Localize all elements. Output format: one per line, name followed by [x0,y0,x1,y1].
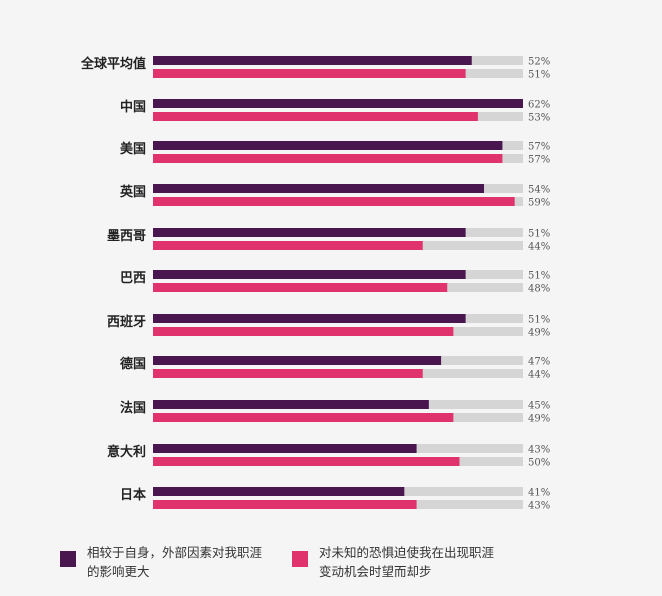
value-label: 43% [528,445,550,456]
value-label: 57% [528,155,550,166]
bar-series-2 [153,112,478,121]
bar-series-1 [153,141,503,150]
value-label: 47% [528,357,550,368]
value-label: 48% [528,284,550,295]
category-label: 巴西 [120,271,146,286]
value-label: 50% [528,458,550,469]
value-label: 51% [528,70,550,81]
category-label: 日本 [120,487,146,503]
category-label: 英国 [119,184,146,200]
bar-series-2 [153,369,423,378]
bar-series-1 [153,444,417,453]
bar-series-2 [153,69,466,78]
legend-swatch-external-factors [60,551,76,567]
bar-series-2 [153,500,417,509]
bar-series-1 [153,356,442,365]
value-label: 44% [528,370,550,381]
bar-series-2 [153,154,503,163]
bar-series-1 [153,270,466,279]
value-label: 49% [528,328,550,339]
bar-series-1 [153,400,429,409]
bar-series-1 [153,184,485,193]
bar-chart-svg: 全球平均值 52% 51% 中国 62% 53% 美国 57% 57% 英国 54% 59% 墨西哥 51… [80,56,550,512]
bar-series-1 [153,56,472,65]
bar-series-2 [153,327,454,336]
bar-series-1 [153,99,523,108]
bar-series-1 [153,487,405,496]
bar-series-2 [153,241,423,250]
category-label: 全球平均值 [80,56,146,72]
value-label: 53% [528,113,550,124]
value-label: 45% [528,401,550,412]
value-label: 51% [528,271,550,282]
value-label: 49% [528,414,550,425]
value-label: 51% [528,229,550,240]
category-label: 中国 [120,99,146,115]
category-label: 西班牙 [107,314,146,330]
value-label: 51% [528,315,550,326]
value-label: 57% [528,142,550,153]
bar-series-2 [153,283,448,292]
bar-series-2 [153,197,515,206]
value-label: 59% [528,198,550,209]
legend-label-external-factors: 相较于自身，外部因素对我职涯的影响更大 [87,545,263,579]
legend: 相较于自身，外部因素对我职涯的影响更大 对未知的恐惧迫使我在出现职涯变动机会时望… [0,543,662,593]
legend-item-fear-of-unknown: 对未知的恐惧迫使我在出现职涯变动机会时望而却步 [292,543,499,581]
legend-item-external-factors: 相较于自身，外部因素对我职涯的影响更大 [60,543,267,581]
value-label: 41% [528,488,550,499]
category-label: 意大利 [107,444,146,460]
bar-series-1 [153,228,466,237]
value-label: 62% [528,100,550,111]
legend-label-fear-of-unknown: 对未知的恐惧迫使我在出现职涯变动机会时望而却步 [319,545,495,579]
value-label: 52% [528,57,550,68]
category-label: 墨西哥 [107,228,146,244]
bar-series-1 [153,314,466,323]
bar-series-2 [153,457,460,466]
category-label: 法国 [120,400,146,416]
bar-series-2 [153,413,454,422]
category-label: 德国 [120,356,146,372]
category-label: 美国 [120,141,146,157]
value-label: 54% [528,185,550,196]
value-label: 43% [528,501,550,512]
legend-swatch-fear-of-unknown [292,551,308,567]
value-label: 44% [528,242,550,253]
